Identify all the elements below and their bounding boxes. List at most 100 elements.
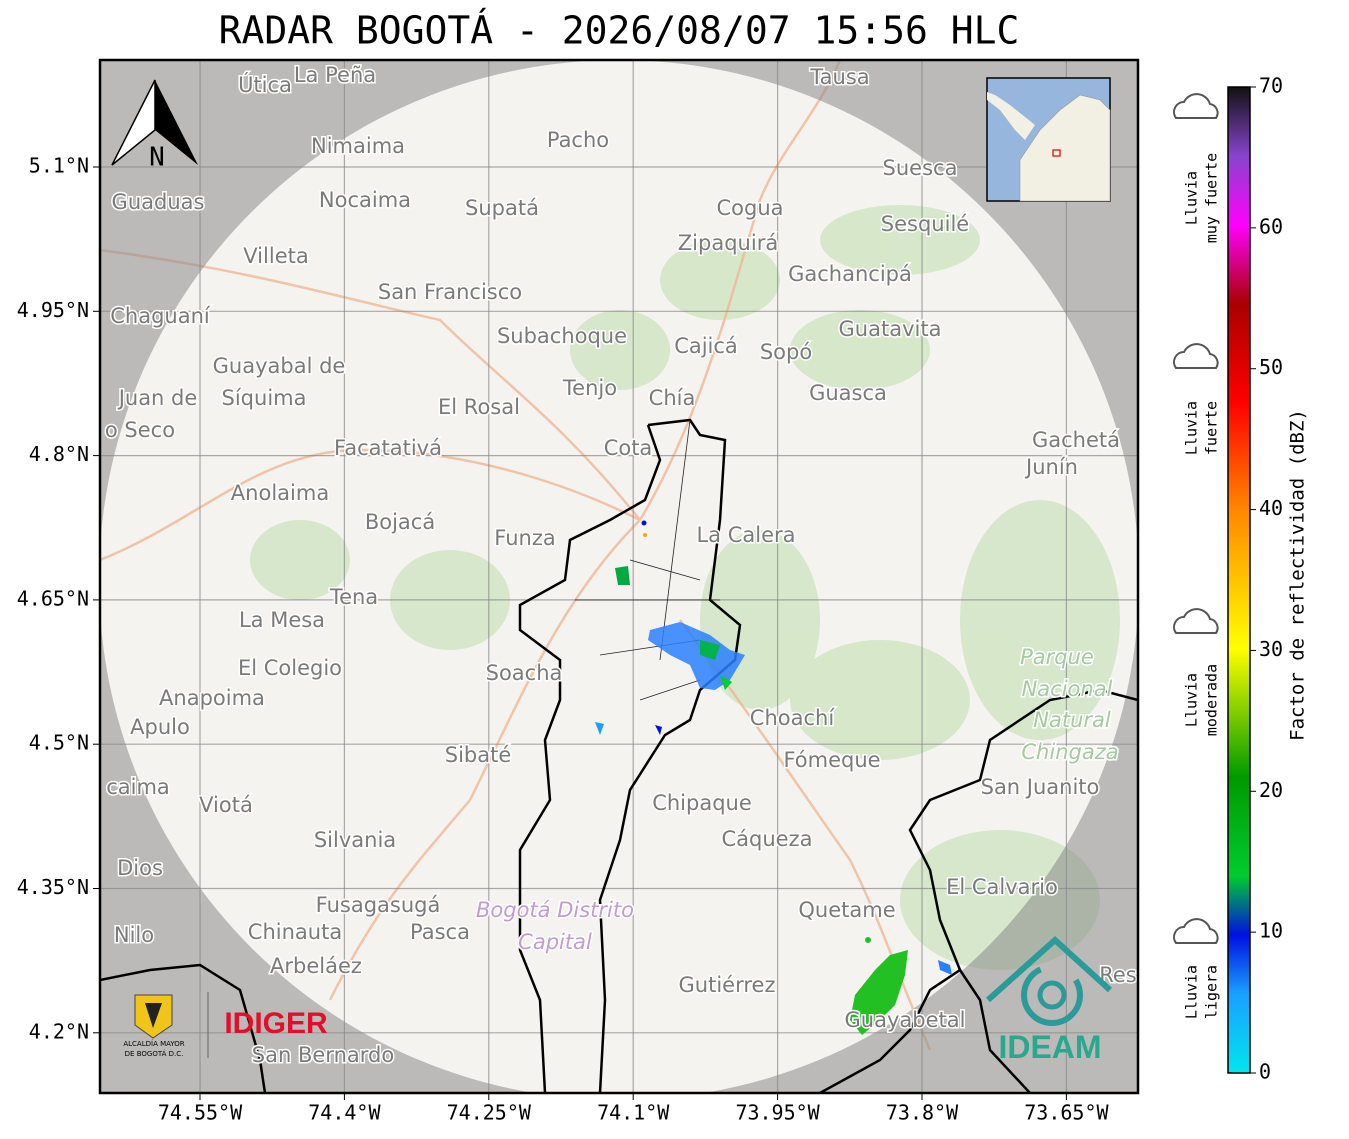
north-label: N [149, 143, 165, 173]
place-label: caima [106, 775, 170, 799]
x-tick-label: 74.25°W [447, 1101, 532, 1125]
place-label: Gachancipá [788, 262, 912, 286]
place-label: El Calvario [946, 875, 1058, 899]
place-label: Guatavita [839, 317, 942, 341]
x-tick-label: 73.65°W [1024, 1101, 1109, 1125]
place-label: Nocaima [319, 188, 411, 212]
weather-icon [1173, 918, 1219, 944]
place-label: Viotá [199, 793, 253, 817]
place-label: Silvania [314, 828, 396, 852]
colorbar-tick-label: 40 [1259, 496, 1283, 520]
place-label: Parque [1020, 645, 1094, 669]
colorbar-tick-label: 70 [1259, 74, 1283, 98]
place-label: La Peña [294, 63, 376, 87]
place-label: Síquima [222, 386, 307, 410]
weather-icon [1173, 93, 1219, 119]
place-label: Cajicá [674, 334, 738, 358]
place-label: Anolaima [231, 481, 329, 505]
place-label: Bojacá [365, 510, 435, 534]
place-label: Chía [649, 386, 696, 410]
place-label: Villeta [243, 244, 308, 268]
x-tick-label: 73.8°W [886, 1101, 959, 1125]
place-label: Junín [1024, 455, 1078, 479]
place-label: Útica [238, 72, 292, 97]
title: RADAR BOGOTÁ - 2026/08/07 15:56 HLC [219, 9, 1020, 53]
colorbar-tick-label: 50 [1259, 355, 1283, 379]
place-label: Tenjo [562, 376, 617, 400]
place-label: Anapoima [159, 686, 265, 710]
colorbar-tick-label: 10 [1259, 919, 1283, 943]
place-label: El Rosal [438, 395, 520, 419]
legend-label: Lluvia [1183, 673, 1201, 727]
place-label: Nimaima [311, 134, 405, 158]
place-label: Chingaza [1021, 740, 1118, 764]
place-label: Subachoque [497, 324, 627, 348]
legend-label: muy fuerte [1203, 153, 1221, 243]
x-tick-label: 74.4°W [308, 1101, 381, 1125]
y-tick-label: 4.8°N [29, 442, 89, 466]
legend-label: fuerte [1203, 401, 1221, 455]
y-tick-label: 5.1°N [29, 154, 89, 178]
logo-idiger: IDIGER [224, 1007, 328, 1040]
place-label: Funza [494, 526, 555, 550]
logo-ideam: IDEAM [985, 935, 1113, 1065]
place-label: Tena [329, 585, 378, 609]
legend-item: Lluvia muy fuerte [1173, 93, 1221, 243]
y-tick-label: 4.95°N [17, 298, 89, 322]
place-label: Pasca [410, 920, 470, 944]
place-label: Zipaquirá [678, 231, 778, 255]
place-label: Guayabetal [845, 1008, 966, 1032]
place-label: Nilo [114, 923, 154, 947]
place-label: Bogotá Distrito [476, 898, 634, 922]
place-label: La Mesa [239, 608, 325, 632]
vegetation [250, 205, 1120, 970]
place-label: Sesquilé [881, 212, 969, 236]
place-label: Choachí [750, 706, 836, 730]
map-area: Útica La Peña Tausa Pacho Nimaima Suesca Guadu… [100, 60, 1138, 1093]
logo-alcaldia: ALCALDÍA MAYOR DE BOGOTÁ D.C. [123, 992, 209, 1058]
place-label: Suesca [883, 156, 958, 180]
place-label: Capital [518, 930, 592, 954]
place-label: Cáqueza [722, 827, 813, 851]
inset-map [986, 77, 1111, 202]
legend-label: ligera [1203, 965, 1221, 1019]
place-label: San Francisco [378, 280, 522, 304]
colorbar-ticks: 0 10 20 30 40 50 60 70 [1250, 74, 1283, 1084]
place-label: o Seco [105, 418, 175, 442]
colorbar-tick-label: 60 [1259, 214, 1283, 238]
place-label: Arbeláez [270, 954, 362, 978]
place-label: Natural [1033, 708, 1111, 732]
x-axis: 74.55°W 74.4°W 74.25°W 74.1°W 73.95°W 73.8°W 7… [158, 1093, 1109, 1125]
colorbar-tick-label: 0 [1259, 1060, 1271, 1084]
legend-label: Lluvia [1183, 965, 1201, 1019]
colorbar-tick-label: 20 [1259, 778, 1283, 802]
north-arrow: N [111, 79, 198, 173]
place-label: Dios [117, 856, 163, 880]
weather-icon [1173, 608, 1219, 634]
radar-echoes [595, 520, 952, 1035]
place-label: Cota [604, 436, 653, 460]
place-label: San Bernardo [252, 1043, 394, 1067]
place-label: Guasca [809, 381, 887, 405]
place-label: Juan de [117, 386, 198, 410]
place-label: Guaduas [112, 190, 205, 214]
place-label: Chinauta [248, 920, 342, 944]
colorbar-tick-label: 30 [1259, 637, 1283, 661]
legend-label: moderada [1203, 664, 1221, 736]
alcaldia-line: DE BOGOTÁ D.C. [125, 1049, 184, 1058]
y-tick-label: 4.2°N [29, 1019, 89, 1043]
place-label: Chaguaní [110, 304, 211, 328]
legend-label: Lluvia [1183, 171, 1201, 225]
place-label: Guayabal de [213, 354, 346, 378]
place-label: San Juanito [981, 775, 1100, 799]
colorbar-label: Factor de reflectividad (dBZ) [1287, 409, 1309, 741]
alcaldia-line: ALCALDÍA MAYOR [123, 1039, 184, 1048]
y-tick-label: 4.65°N [17, 586, 89, 610]
legend-label: Lluvia [1183, 401, 1201, 455]
place-label: Gachetá [1032, 428, 1120, 452]
localities [575, 419, 720, 701]
place-label: El Colegio [238, 656, 342, 680]
y-tick-label: 4.5°N [29, 731, 89, 755]
